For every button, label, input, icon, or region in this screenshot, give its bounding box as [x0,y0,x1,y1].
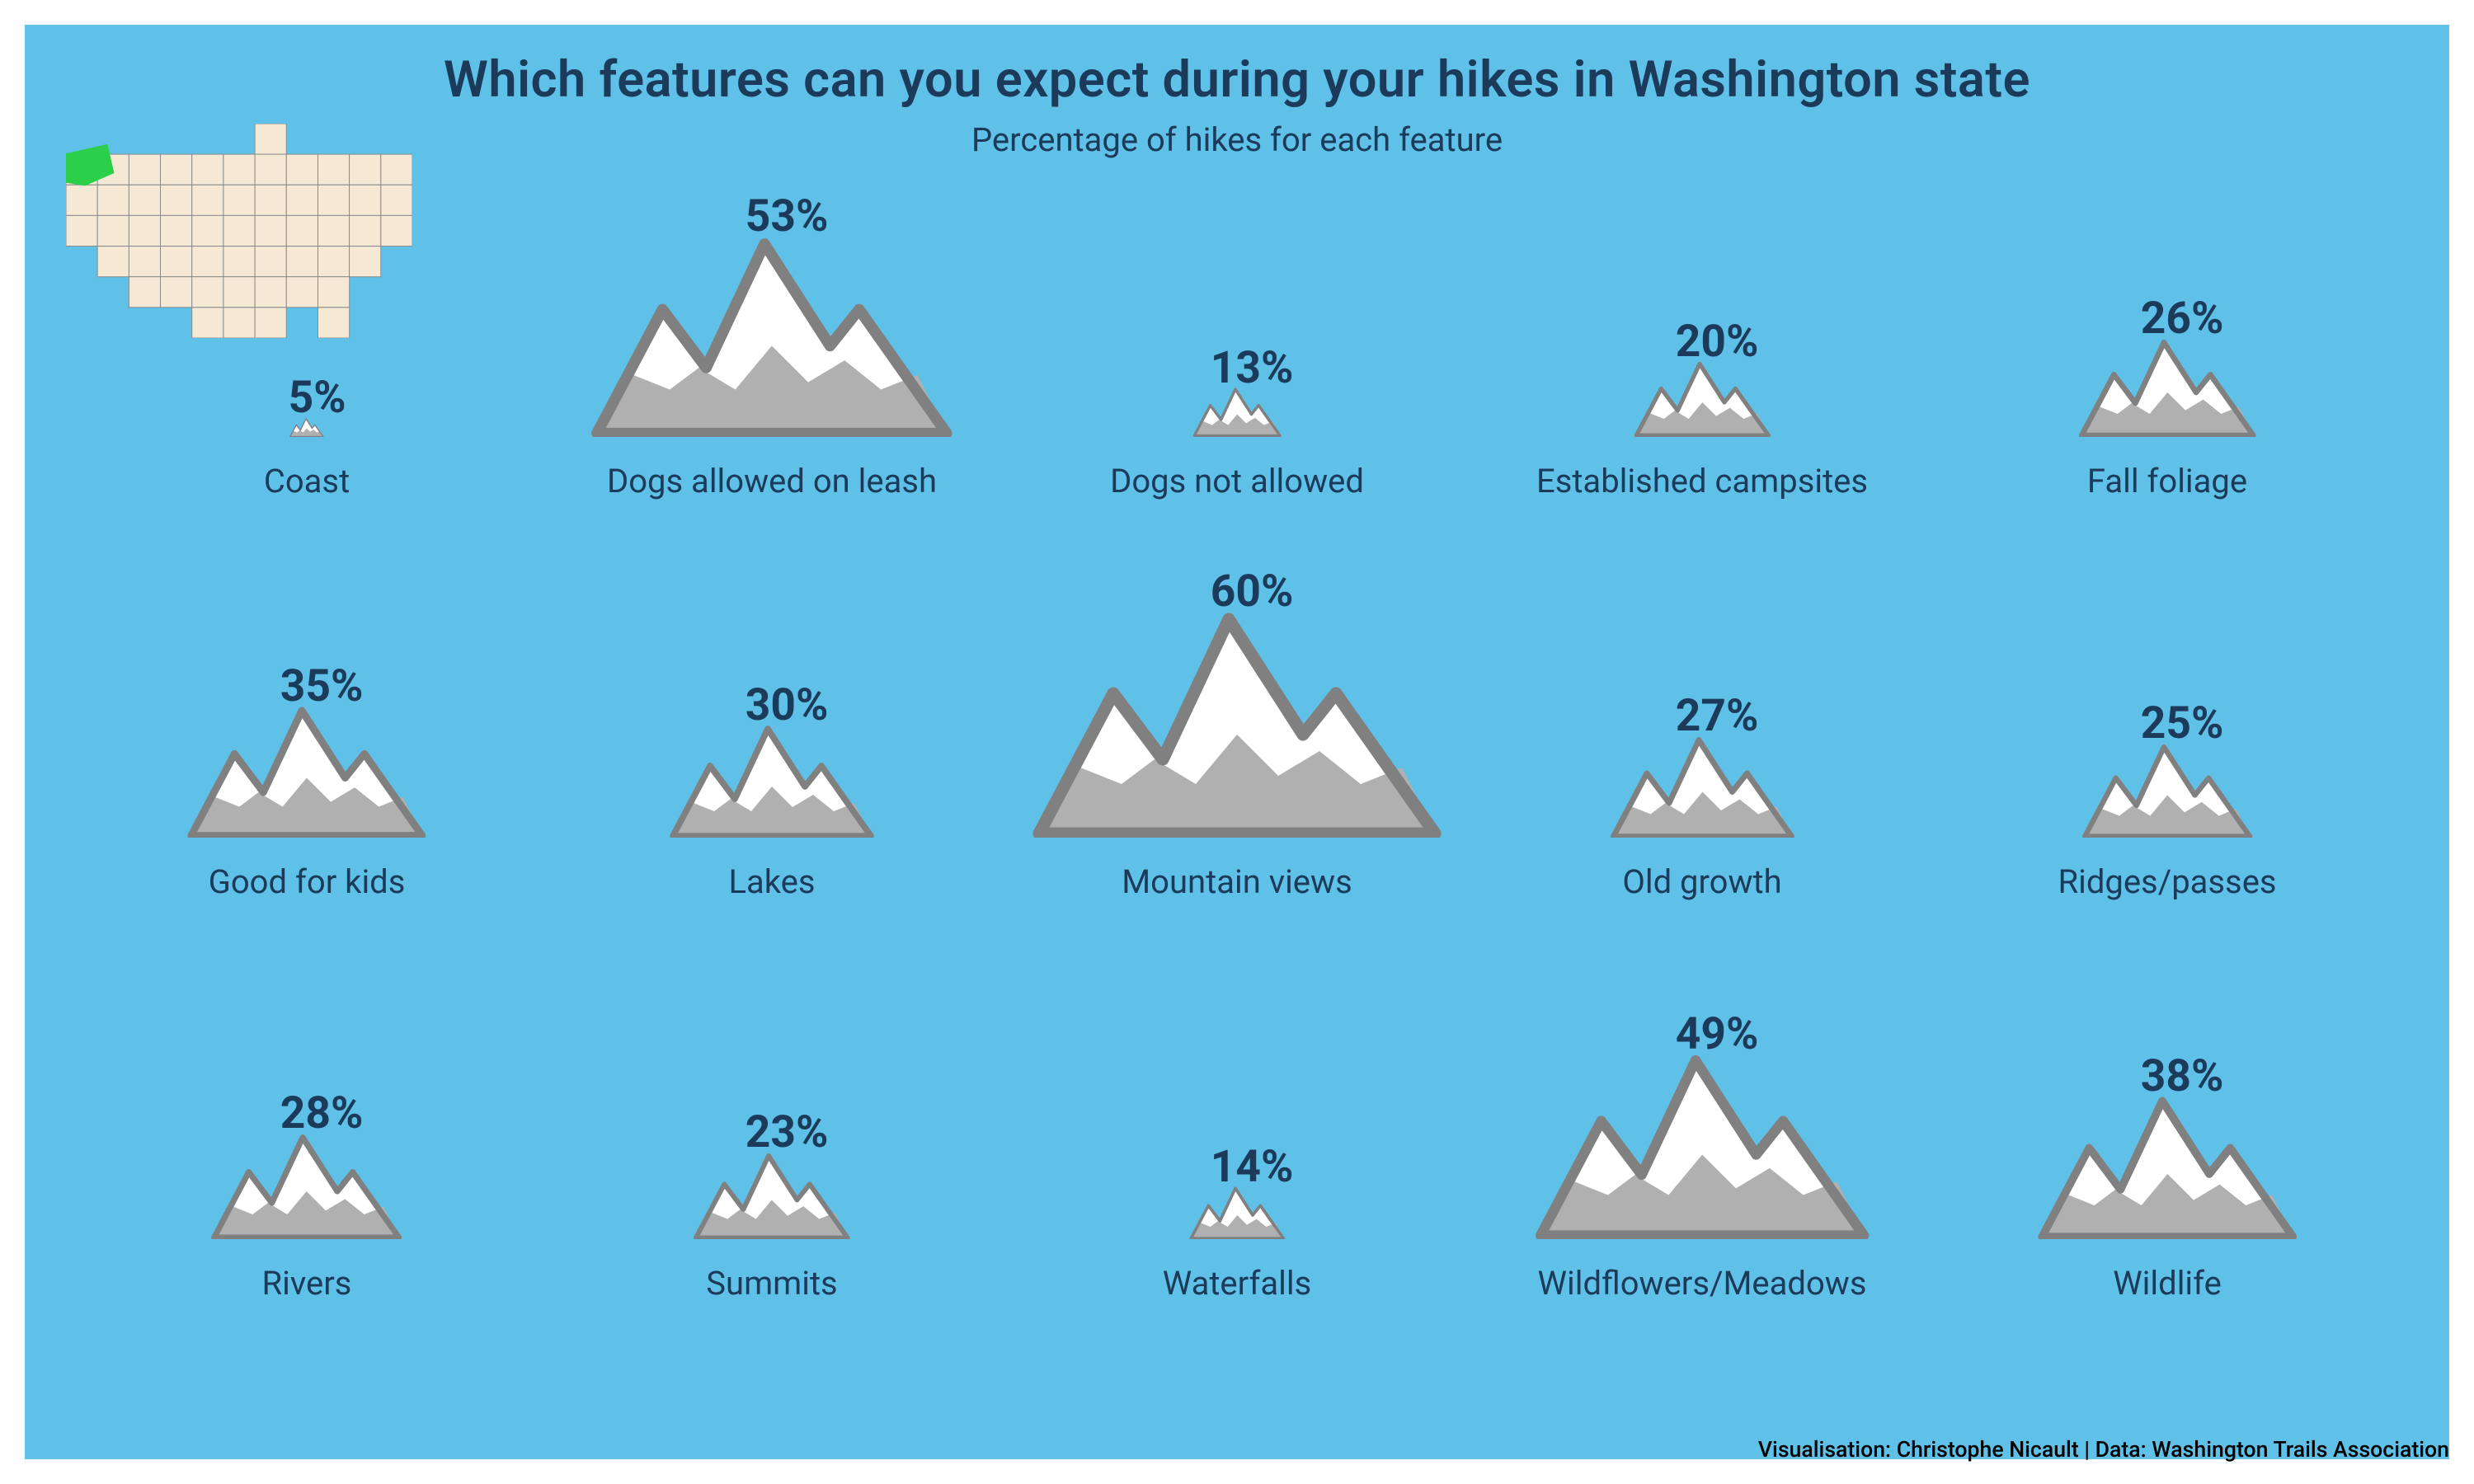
feature-percent: 20% [1676,321,1759,364]
mountain-icon [693,1153,851,1239]
feature-icon [1189,1186,1286,1242]
mountain-icon [669,725,875,838]
feature-label: Ridges/passes [2058,862,2276,901]
mountain-icon [2037,1096,2298,1239]
feature-icon [186,706,427,841]
feature-cell: 49% Wildflowers/Meadows [1470,992,1935,1393]
mountain-icon [2078,339,2257,437]
mountain-icon [1189,1186,1286,1239]
feature-label: Dogs allowed on leash [607,462,937,500]
feature-icon [1534,1054,1870,1242]
feature-cell: 14% Waterfalls [1004,992,1470,1393]
mountain-icon [210,1134,402,1239]
feature-cell: 25% Ridges/passes [1935,591,2400,993]
feature-icon [1610,736,1795,842]
mountain-icon [1192,387,1282,437]
feature: 20% Established campsites [1536,321,1868,500]
mountain-icon [186,706,427,838]
feature: 23% Summits [693,1111,851,1303]
feature-percent: 14% [1211,1146,1294,1190]
feature: 5% Coast [264,377,350,500]
feature-percent: 13% [1211,347,1294,391]
feature-percent: 35% [280,665,364,709]
feature: 49% Wildflowers/Meadows [1534,1013,1870,1303]
feature: 13% Dogs not allowed [1110,347,1364,500]
feature-cell: 28% Rivers [74,992,539,1393]
feature: 26% Fall foliage [2078,298,2257,500]
feature: 14% Waterfalls [1163,1146,1312,1303]
feature-cell: 5% Coast [74,190,539,591]
feature: 27% Old growth [1610,695,1795,901]
mountain-icon [1534,1054,1870,1239]
feature-label: Summits [706,1264,837,1303]
feature-cell: 30% Lakes [539,591,1004,993]
feature-label: Dogs not allowed [1110,462,1364,500]
feature-cell: 38% Wildlife [1935,992,2400,1393]
feature-label: Fall foliage [2087,462,2247,500]
feature-label: Wildflowers/Meadows [1538,1264,1867,1303]
feature-icon [1031,611,1443,841]
feature-cell: 27% Old growth [1470,591,1935,993]
feature: 38% Wildlife [2037,1055,2298,1303]
feature-label: Mountain views [1122,862,1352,901]
mountain-icon [289,418,324,437]
feature-percent: 27% [1676,695,1759,739]
feature: 35% Good for kids [186,665,427,902]
mountain-icon [590,237,954,437]
feature-percent: 26% [2141,298,2224,341]
feature-cell: 13% Dogs not allowed [1004,190,1470,591]
feature-cell: 53% Dogs allowed on leash [539,190,1004,591]
mountain-icon [1610,736,1795,838]
canvas: Which features can you expect during you… [0,0,2474,1484]
feature-icon [669,725,875,842]
feature-label: Wildlife [2113,1264,2222,1303]
feature: 28% Rivers [210,1092,402,1303]
feature-icon [2081,744,2253,842]
feature-cell: 26% Fall foliage [1935,190,2400,591]
feature-label: Old growth [1622,862,1781,901]
feature-icon [2078,339,2257,440]
credit-line: Visualisation: Christophe Nicault | Data… [1758,1436,2449,1463]
feature-percent: 28% [280,1092,364,1136]
feature-cell: 20% Established campsites [1470,190,1935,591]
feature-percent: 25% [2141,702,2224,746]
mountain-icon [2081,744,2253,838]
feature-icon [1634,361,1771,440]
feature-icon [210,1134,402,1242]
feature: 30% Lakes [669,684,875,902]
feature-percent: 53% [745,195,829,239]
feature: 53% Dogs allowed on leash [590,195,954,500]
feature-percent: 5% [289,377,346,420]
mountain-icon [1634,361,1771,437]
feature-label: Waterfalls [1163,1264,1312,1303]
feature-icon [2037,1096,2298,1242]
feature-label: Rivers [262,1264,352,1303]
feature-icon [590,237,954,440]
feature-percent: 49% [1676,1013,1759,1057]
features-grid: 5% Coast 53% Dogs allowed on leash 13% Dog… [74,190,2400,1393]
feature-percent: 30% [745,684,829,728]
feature-cell: 23% Summits [539,992,1004,1393]
feature-cell: 35% Good for kids [74,591,539,993]
feature-percent: 60% [1211,571,1294,614]
feature: 60% Mountain views [1031,571,1443,901]
feature-label: Lakes [728,862,815,901]
feature-icon [289,418,324,440]
feature-percent: 38% [2141,1055,2224,1099]
feature-label: Good for kids [209,862,406,901]
chart-title: Which features can you expect during you… [25,25,2449,109]
feature-percent: 23% [745,1111,829,1155]
feature-label: Coast [264,462,350,500]
feature: 25% Ridges/passes [2058,702,2276,901]
feature-cell: 60% Mountain views [1004,591,1470,993]
chart-panel: Which features can you expect during you… [25,25,2449,1459]
feature-icon [1192,387,1282,440]
feature-label: Established campsites [1536,462,1868,500]
feature-icon [693,1153,851,1242]
mountain-icon [1031,611,1443,838]
